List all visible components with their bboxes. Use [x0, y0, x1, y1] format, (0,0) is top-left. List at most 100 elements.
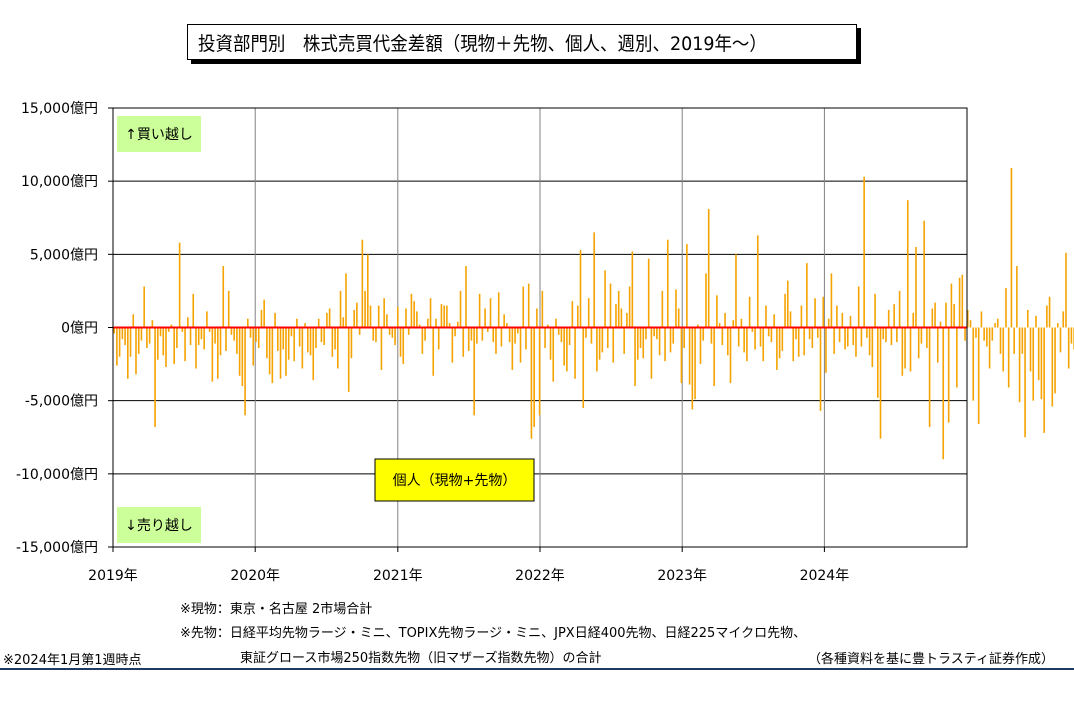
y-tick-label: 15,000億円: [21, 101, 98, 117]
bar: [928, 327, 931, 428]
x-tick-label: 2021年: [373, 568, 423, 584]
bar: [939, 321, 942, 328]
bar: [852, 327, 855, 346]
bar: [855, 327, 857, 357]
bar: [604, 270, 606, 328]
bar: [587, 298, 590, 328]
bar: [386, 314, 388, 328]
bar: [574, 327, 576, 379]
bar: [443, 305, 445, 328]
bar: [806, 263, 808, 328]
sell-annotation-label: ↓売り越し: [125, 518, 193, 534]
bar: [476, 327, 478, 344]
bar: [129, 327, 132, 357]
bar: [909, 327, 912, 372]
bar: [677, 308, 680, 328]
bar: [227, 290, 230, 328]
bar: [1029, 327, 1032, 372]
bar: [372, 327, 375, 341]
bar: [170, 324, 173, 328]
y-tick-label: 5,000億円: [30, 247, 98, 263]
bar: [236, 327, 238, 354]
bar: [724, 312, 726, 328]
bar: [214, 327, 216, 344]
bar: [825, 327, 827, 373]
bar: [388, 327, 391, 335]
bar: [598, 327, 601, 360]
bar: [473, 327, 475, 416]
bar: [135, 327, 137, 375]
series-annotation-label: 個人（現物+先物）: [393, 473, 517, 489]
bar: [762, 327, 765, 362]
note-sakimono-line2: 東証グロース市場250指数先物（旧マザーズ指数先物）の合計: [240, 651, 602, 666]
bar: [151, 320, 154, 328]
bar: [184, 327, 186, 362]
bar: [680, 327, 683, 384]
bar: [334, 327, 336, 350]
bar: [975, 327, 977, 338]
bar: [116, 327, 118, 366]
bar: [612, 327, 615, 363]
note-source: （各種資料を基に豊トラスティ証券作成）: [808, 652, 1054, 667]
bar: [140, 327, 143, 341]
bar: [533, 327, 535, 428]
bar: [195, 327, 197, 369]
bar: [661, 290, 664, 328]
bar: [538, 327, 541, 416]
bar: [206, 311, 208, 328]
bar: [298, 327, 301, 347]
bar: [391, 327, 394, 338]
bar: [879, 327, 882, 439]
bar: [699, 327, 702, 365]
bar: [287, 327, 290, 360]
bar: [901, 327, 904, 376]
bar: [721, 327, 724, 346]
bar: [446, 305, 448, 328]
bar: [800, 305, 803, 328]
bar: [740, 318, 743, 328]
bar: [746, 327, 748, 362]
bar: [437, 327, 440, 350]
bar: [407, 327, 410, 335]
x-tick-label: 2022年: [515, 568, 565, 584]
bar: [1067, 327, 1070, 369]
bar: [827, 318, 830, 328]
bar: [956, 327, 958, 388]
bar: [961, 274, 964, 328]
bar: [966, 309, 969, 328]
bar: [650, 327, 653, 379]
bar: [514, 327, 516, 344]
bar: [277, 327, 279, 351]
bar: [301, 327, 304, 369]
bar: [113, 327, 115, 334]
bar: [718, 323, 721, 328]
bar: [672, 327, 675, 344]
bar: [571, 301, 574, 328]
bar: [481, 327, 484, 341]
bar: [964, 327, 966, 341]
bar: [686, 244, 688, 328]
bar: [331, 327, 334, 357]
bar: [247, 318, 249, 328]
bar: [377, 305, 380, 328]
y-axis-ticks: 15,000億円 10,000億円 5,000億円 0億円 -5,000億円 -10,00…: [16, 101, 98, 556]
bar: [230, 327, 233, 335]
bar: [304, 323, 306, 328]
bar: [241, 327, 244, 387]
bar: [402, 327, 405, 365]
bar: [484, 308, 486, 328]
bar: [309, 327, 312, 356]
bar: [506, 323, 508, 328]
bar: [1018, 327, 1021, 403]
bar: [972, 327, 975, 401]
bar: [841, 312, 844, 328]
bar: [448, 323, 451, 328]
bar: [345, 273, 347, 328]
bar: [628, 286, 631, 328]
bar: [838, 327, 841, 343]
bar: [977, 327, 980, 425]
bar: [244, 327, 246, 416]
bar: [375, 327, 377, 343]
bar: [563, 327, 565, 366]
